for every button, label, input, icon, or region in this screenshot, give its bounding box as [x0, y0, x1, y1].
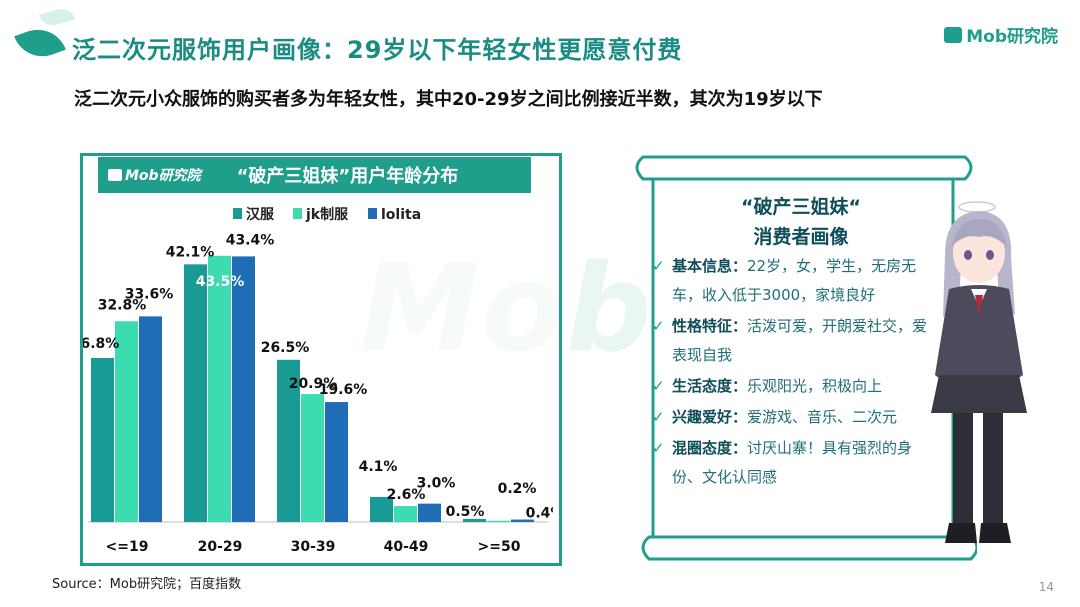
data-label-0-2: 33.6%	[125, 286, 174, 302]
decorative-leaf-light	[38, 5, 76, 29]
legend-swatch-1	[293, 208, 302, 219]
trait-text: 乐观阳光，积极向上	[747, 377, 883, 395]
data-label-3-1: 2.6%	[387, 487, 426, 503]
chart-logo: Mob研究院	[108, 165, 201, 185]
bar-1-0	[184, 264, 207, 522]
decorative-leaf	[14, 21, 66, 65]
trait-text: 讨厌山寨！具有强烈的身份、文化认同感	[672, 439, 913, 486]
chart-logo-text: Mob研究院	[125, 168, 201, 184]
page-subtitle: 泛二次元小众服饰的购买者多为年轻女性，其中20-29岁之间比例接近半数，其次为1…	[74, 89, 823, 110]
data-label-0-1: 32.8%	[98, 297, 147, 313]
brand-logo: Mob研究院	[944, 22, 1058, 47]
chart-header: Mob研究院 “破产三姐妹”用户年龄分布	[98, 157, 531, 193]
data-label-1-1: 43.5%	[196, 274, 245, 290]
persona-traits: ✓ 基本信息：22岁，女，学生，无房无车，收入低于3000，家境良好 ✓ 性格特…	[652, 252, 942, 494]
bar-3-1	[394, 506, 417, 522]
data-label-3-2: 3.0%	[417, 476, 456, 492]
bar-1-1	[208, 255, 231, 522]
trait-personality: ✓ 性格特征：活泼可爱，开朗爱社交，爱表现自我	[652, 312, 942, 370]
data-label-4-2: 0.4%	[526, 506, 553, 522]
trait-label: 混圈态度：	[672, 439, 748, 457]
bar-0-1	[115, 321, 138, 522]
trait-life-attitude: ✓ 生活态度：乐观阳光，积极向上	[652, 372, 942, 401]
x-tick-label-0: <=19	[106, 539, 149, 555]
check-icon: ✓	[652, 439, 665, 457]
data-label-2-1: 20.9%	[289, 376, 338, 392]
bar-4-0	[463, 518, 486, 522]
check-icon: ✓	[652, 317, 665, 335]
data-label-0-0: 26.8%	[83, 336, 119, 352]
bar-0-0	[91, 357, 114, 522]
check-icon: ✓	[652, 257, 665, 275]
data-label-3-0: 4.1%	[359, 459, 398, 475]
trait-circle-attitude: ✓ 混圈态度：讨厌山寨！具有强烈的身份、文化认同感	[652, 434, 942, 492]
legend-label-1: jk制服	[305, 206, 349, 223]
legend-swatch-0	[233, 208, 242, 219]
anime-girl-illustration	[931, 201, 1027, 543]
bar-3-2	[418, 503, 441, 522]
age-distribution-chart: 汉服 jk制服 lolita <=19 20-29 30-39 40-49 >=50 26.8%…	[83, 206, 553, 555]
bar-1-2	[232, 256, 255, 522]
data-label-4-1: 0.2%	[498, 481, 537, 497]
legend-label-0: 汉服	[246, 207, 275, 223]
trait-label: 生活态度：	[672, 377, 748, 395]
trait-text: 活泼可爱，开朗爱社交，爱表现自我	[672, 317, 928, 364]
brand-logo-icon	[944, 26, 963, 43]
trait-label: 兴趣爱好：	[672, 408, 748, 426]
trait-text: 22岁，女，学生，无房无车，收入低于3000，家境良好	[672, 257, 917, 304]
trait-label: 性格特征：	[672, 317, 748, 335]
page-title: 泛二次元服饰用户画像：29岁以下年轻女性更愿意付费	[72, 36, 683, 64]
data-label-1-2: 43.4%	[226, 232, 275, 248]
chart-title: “破产三姐妹”用户年龄分布	[236, 166, 459, 187]
bar-4-2	[511, 519, 534, 522]
check-icon: ✓	[652, 408, 665, 426]
persona-title-line2: 消费者画像	[753, 226, 849, 248]
trait-text: 爱游戏、音乐、二次元	[747, 408, 898, 426]
x-tick-label-3: 40-49	[384, 539, 429, 555]
scroll-panel	[635, 155, 977, 561]
bar-2-2	[325, 402, 348, 522]
bar-2-1	[301, 394, 324, 522]
source-note: Source：Mob研究院；百度指数	[52, 577, 242, 592]
legend-label-2: lolita	[381, 207, 421, 223]
legend-swatch-2	[368, 208, 377, 219]
bar-3-0	[370, 496, 393, 522]
x-tick-label-2: 30-39	[291, 539, 336, 555]
persona-title-line1: “破产三姐妹“	[741, 196, 861, 218]
chart-logo-icon	[108, 169, 122, 181]
data-label-2-2: 19.6%	[319, 382, 368, 398]
data-label-1-0: 42.1%	[166, 244, 215, 260]
x-tick-label-4: >=50	[478, 539, 521, 555]
bar-2-0	[277, 359, 300, 522]
bar-4-1	[487, 520, 510, 522]
persona-title: “破产三姐妹“ 消费者画像	[676, 192, 926, 252]
trait-basic-info: ✓ 基本信息：22岁，女，学生，无房无车，收入低于3000，家境良好	[652, 252, 942, 310]
data-label-2-0: 26.5%	[261, 340, 310, 356]
trait-hobbies: ✓ 兴趣爱好：爱游戏、音乐、二次元	[652, 403, 942, 432]
brand-name: Mob研究院	[966, 27, 1058, 47]
trait-label: 基本信息：	[672, 257, 748, 275]
check-icon: ✓	[652, 377, 665, 395]
page-number: 14	[1038, 580, 1054, 594]
x-tick-label-1: 20-29	[198, 539, 243, 555]
bar-0-2	[139, 316, 162, 522]
data-label-4-0: 0.5%	[446, 504, 485, 520]
